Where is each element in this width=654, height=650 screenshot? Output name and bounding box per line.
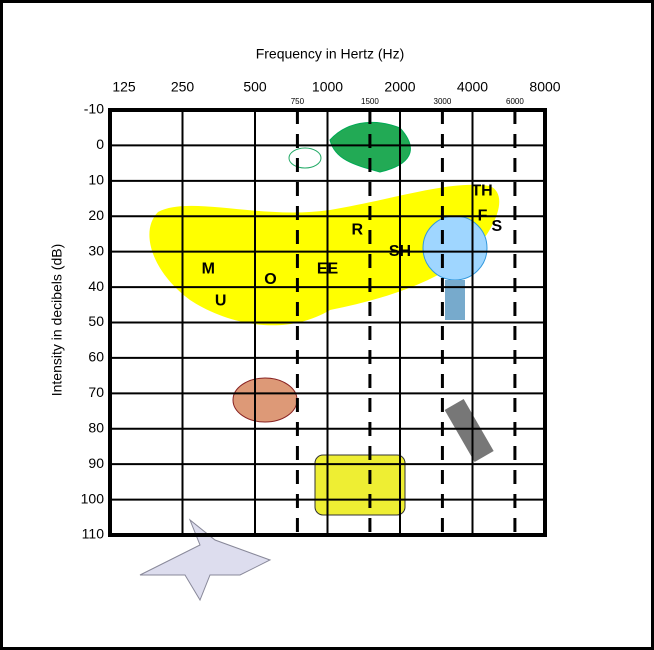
y-tick-label: 50: [88, 313, 104, 329]
speech-sound-label: O: [264, 271, 276, 288]
x-tick-label: 500: [243, 79, 267, 95]
x-tick-label: 4000: [457, 79, 488, 95]
y-tick-label: 20: [88, 207, 104, 223]
y-tick-label: 100: [81, 490, 105, 506]
y-tick-label: 40: [88, 278, 104, 294]
speech-sound-label: S: [492, 218, 503, 235]
y-tick-label: 60: [88, 349, 104, 365]
x-minor-tick-label: 3000: [434, 97, 452, 106]
dog-icon: [232, 377, 298, 423]
speech-sound-label: M: [202, 261, 215, 278]
x-tick-label: 1000: [312, 79, 343, 95]
fan-stand-icon: [445, 280, 465, 320]
speech-sound-label: EE: [317, 261, 339, 278]
y-tick-label: 110: [82, 526, 105, 542]
fan-icon: [422, 215, 488, 281]
phone-icon: [444, 399, 494, 462]
speech-sound-label: F: [478, 207, 488, 224]
y-tick-label: -10: [84, 101, 104, 117]
x-minor-tick-label: 1500: [361, 97, 379, 106]
plot-border: [108, 108, 547, 537]
x-tick-label: 250: [171, 79, 195, 95]
x-tick-label: 8000: [529, 79, 560, 95]
y-axis-label: Intensity in decibels (dB): [49, 244, 65, 397]
chart-title: Frequency in Hertz (Hz): [256, 46, 405, 62]
y-tick-label: 10: [88, 172, 104, 188]
y-tick-label: 80: [88, 419, 104, 435]
jet-icon: [139, 518, 272, 602]
speech-sound-label: R: [352, 222, 364, 239]
speech-banana: [149, 184, 500, 326]
y-tick-label: 0: [96, 136, 104, 152]
small-leaf-icon: [288, 147, 322, 169]
y-tick-label: 90: [88, 455, 104, 471]
y-tick-label: 70: [88, 384, 104, 400]
speech-sound-label: U: [215, 292, 227, 309]
x-tick-label: 125: [112, 79, 136, 95]
x-tick-label: 2000: [384, 79, 415, 95]
speech-sound-label: TH: [471, 183, 492, 200]
y-tick-label: 30: [88, 242, 104, 258]
x-minor-tick-label: 6000: [506, 97, 524, 106]
speech-sound-label: SH: [389, 243, 411, 260]
x-minor-tick-label: 750: [291, 97, 305, 106]
